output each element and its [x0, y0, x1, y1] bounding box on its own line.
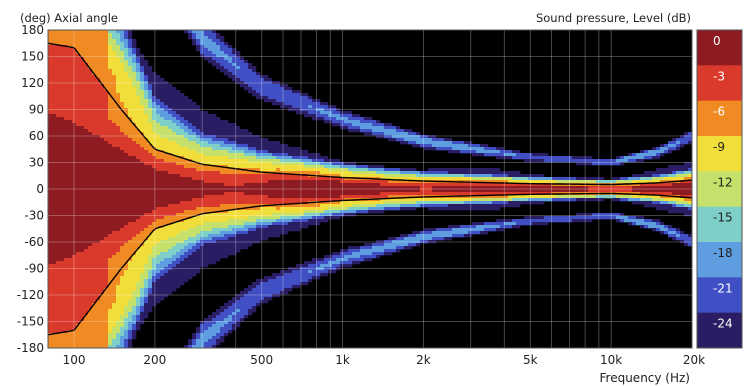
colorbar-swatch: [697, 312, 742, 349]
title-right: Sound pressure, Level (dB): [536, 11, 691, 25]
x-tick-label: 2k: [416, 353, 431, 367]
grid: [47, 29, 693, 349]
y-axis: 180 150 120 90 60 30 0 -30 -60 -90 -120 -150 -180: [17, 23, 44, 355]
y-tick-label: -30: [24, 209, 44, 223]
x-tick-label: 10k: [600, 353, 622, 367]
y-tick-label: 150: [21, 50, 44, 64]
y-tick-label: 180: [21, 23, 44, 37]
y-tick-label: -180: [17, 341, 44, 355]
colorbar-label: 0: [713, 34, 721, 48]
colorbar-label: -6: [713, 105, 725, 119]
plot-area: [47, 30, 693, 349]
x-tick-label: 1k: [335, 353, 350, 367]
colorbar-swatch: [697, 136, 742, 172]
colorbar-label: -15: [713, 211, 733, 225]
y-tick-label: 90: [29, 103, 44, 117]
colorbar-label: -18: [713, 246, 733, 260]
x-tick-label: 20k: [683, 353, 705, 367]
colorbar-label: -12: [713, 175, 733, 189]
colorbar: 0 -3 -6 -9 -12 -15 -18 -21 -24: [696, 29, 743, 349]
y-tick-label: -90: [24, 262, 44, 276]
colorbar-label: -21: [713, 281, 733, 295]
colorbar-label: -9: [713, 140, 725, 154]
contour-line-lower: [47, 192, 693, 336]
colorbar-swatch: [697, 242, 742, 278]
y-tick-label: -150: [17, 315, 44, 329]
colorbar-swatch: [697, 30, 742, 66]
colorbar-swatch: [697, 277, 742, 314]
x-tick-label: 500: [250, 353, 273, 367]
contour-line-upper: [47, 42, 693, 186]
colorbar-swatch: [697, 65, 742, 102]
colorbar-swatch: [697, 171, 742, 208]
title-left: (deg) Axial angle: [20, 11, 118, 25]
plot-frame: [47, 29, 693, 349]
colorbar-frame: [696, 29, 743, 349]
x-tick-label: 5k: [523, 353, 538, 367]
y-tick-label: -120: [17, 288, 44, 302]
y-tick-label: 30: [29, 156, 44, 170]
x-tick-label: 200: [143, 353, 166, 367]
y-tick-label: 0: [36, 182, 44, 196]
x-axis: 100 200 500 1k 2k 5k 10k 20k: [63, 353, 706, 367]
colorbar-swatch: [697, 100, 742, 137]
colorbar-label: -24: [713, 317, 733, 331]
y-tick-label: -60: [24, 235, 44, 249]
colorbar-swatch: [697, 206, 742, 243]
colorbar-label: -3: [713, 69, 725, 83]
x-axis-label: Frequency (Hz): [600, 371, 691, 385]
y-tick-label: 60: [29, 129, 44, 143]
x-tick-label: 100: [63, 353, 86, 367]
y-tick-label: 120: [21, 76, 44, 90]
